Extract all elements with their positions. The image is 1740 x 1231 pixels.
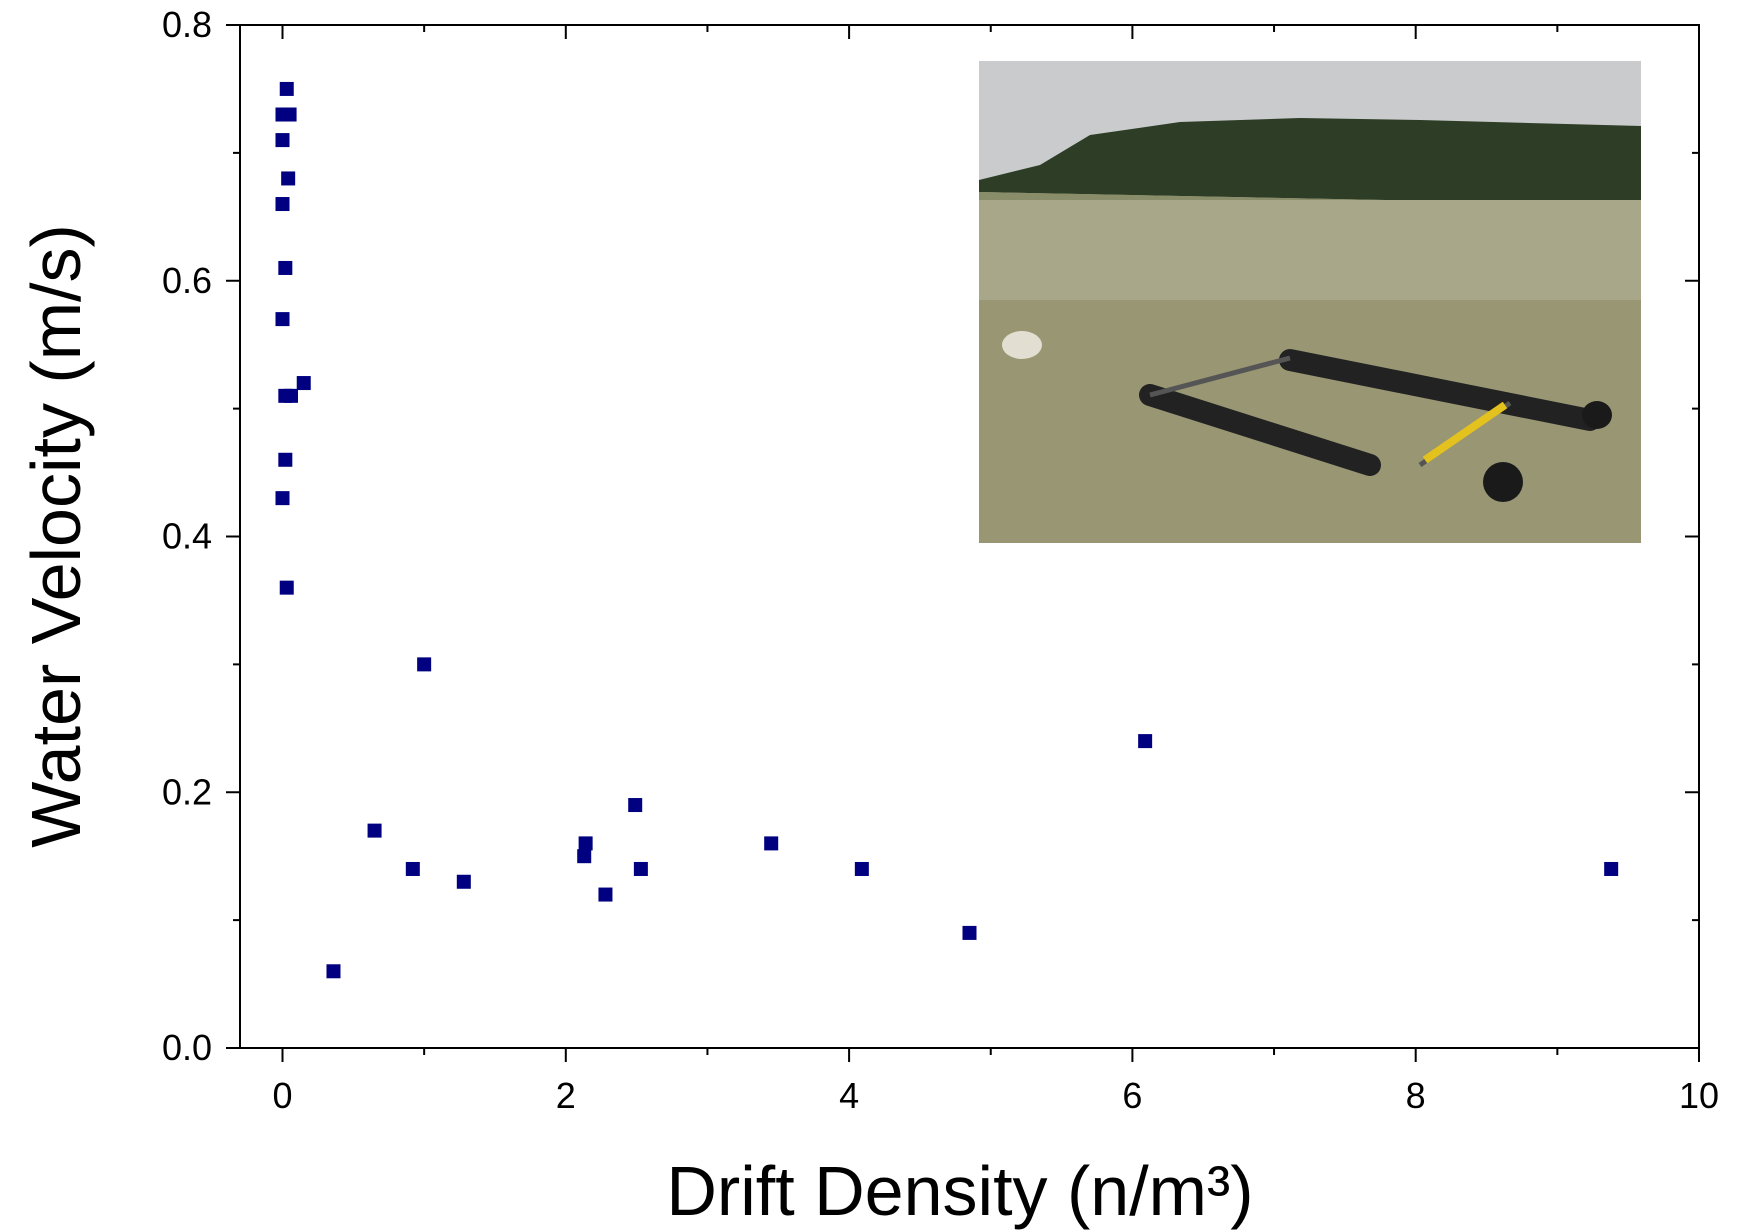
y-tick-label: 0.0 (162, 1027, 212, 1068)
point (764, 836, 779, 851)
x-tick-label: 0 (272, 1075, 292, 1116)
point (283, 388, 298, 403)
y-tick-label: 0.6 (162, 260, 212, 301)
point (962, 925, 977, 940)
x-tick-label: 6 (1122, 1075, 1142, 1116)
point (577, 849, 592, 864)
point (578, 836, 593, 851)
point (275, 312, 290, 327)
point (1604, 861, 1619, 876)
point (282, 107, 297, 122)
point (279, 580, 294, 595)
y-axis-label: Water Velocity (m/s) (17, 224, 95, 848)
point (278, 452, 293, 467)
point (405, 861, 420, 876)
point (278, 260, 293, 275)
point (275, 133, 290, 148)
point (326, 964, 341, 979)
x-tick-label: 8 (1406, 1075, 1426, 1116)
point (456, 874, 471, 889)
y-tick-label: 0.8 (162, 4, 212, 45)
inset-photo (979, 61, 1641, 543)
point (1138, 734, 1153, 749)
point (281, 171, 296, 186)
x-tick-label: 4 (839, 1075, 859, 1116)
point (598, 887, 613, 902)
point (275, 491, 290, 506)
point (279, 81, 294, 96)
x-axis-label: Drift Density (n/m³) (666, 1152, 1253, 1230)
point (275, 197, 290, 212)
point (628, 798, 643, 813)
point (854, 861, 869, 876)
x-tick-label: 2 (556, 1075, 576, 1116)
y-tick-label: 0.2 (162, 771, 212, 812)
y-tick-label: 0.4 (162, 516, 212, 557)
point (633, 861, 648, 876)
point (417, 657, 432, 672)
x-tick-label: 10 (1679, 1075, 1719, 1116)
point (296, 376, 311, 391)
point (367, 823, 382, 838)
